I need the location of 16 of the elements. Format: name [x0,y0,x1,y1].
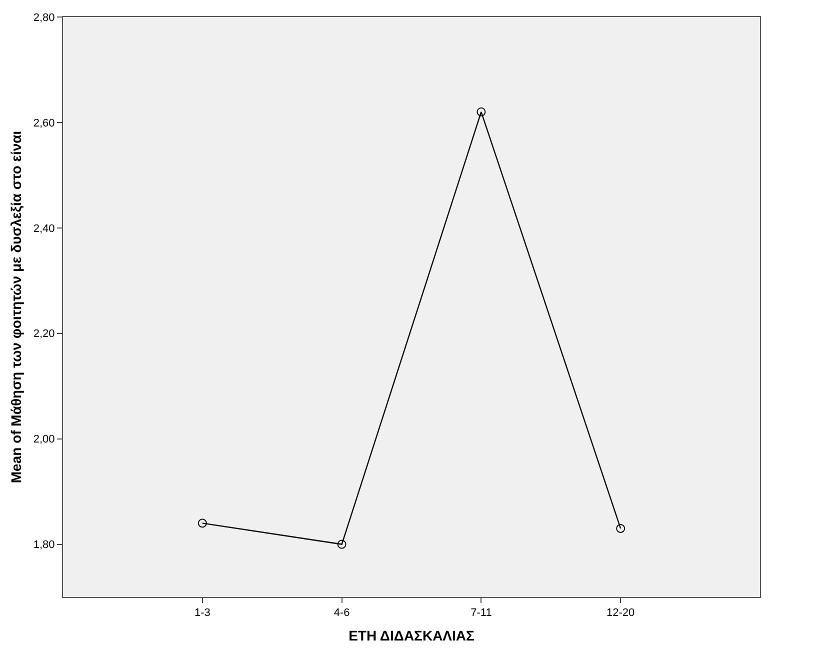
x-tick-label: 4-6 [334,607,350,620]
point [616,524,626,533]
y-axis-title: Mean of Μάθηση των φοιτητών με δυσλεξία στο είναι [8,130,24,484]
x-axis-title: ΕΤΗ ΔΙΔΑΣΚΑΛΙΑΣ [348,628,474,644]
y-tick-label: 2,00 [33,434,55,446]
y-tick-label: 1,80 [33,539,55,552]
y-tick-label: 2,80 [33,12,55,24]
y-tick-label: 2,60 [33,117,55,130]
x-tick-label: 7-11 [470,607,492,620]
y-tick-label: 2,20 [33,328,55,340]
point [476,107,486,116]
y-tick-label: 2,40 [33,222,55,235]
x-tick-label: 1-3 [194,607,210,620]
point [337,540,346,549]
x-tick-label: 12-20 [606,607,635,620]
point [198,518,207,528]
